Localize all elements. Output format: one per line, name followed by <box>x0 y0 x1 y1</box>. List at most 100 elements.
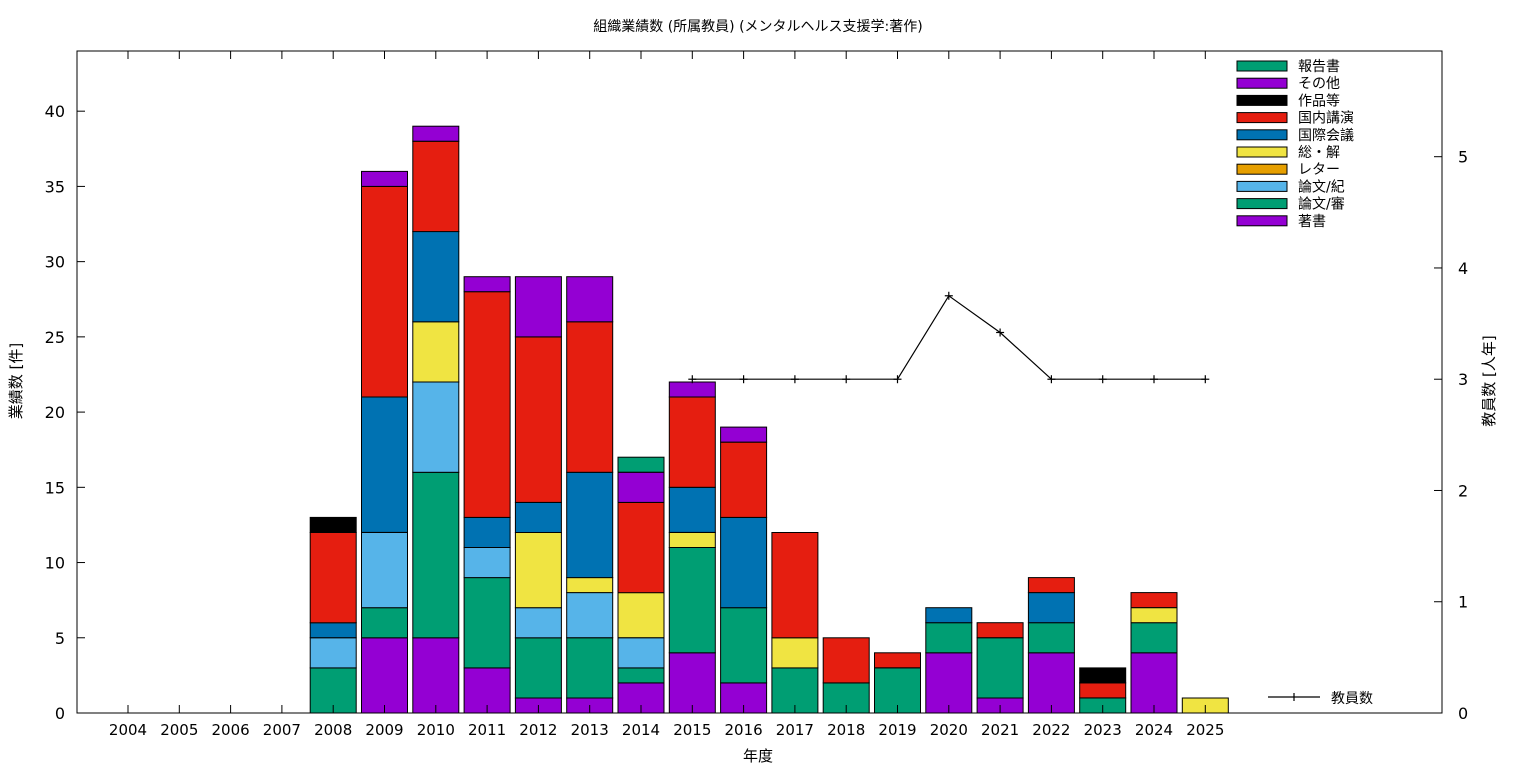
bar-segment <box>412 140 460 233</box>
faculty-point <box>1098 375 1107 384</box>
x-tick-label: 2017 <box>776 721 814 739</box>
legend-item: 論文/審 <box>1236 197 1345 213</box>
legend-label: 報告書 <box>1298 59 1340 75</box>
bar-segment <box>1130 607 1178 624</box>
bar-segment <box>514 607 562 639</box>
legend-swatch <box>1236 146 1288 158</box>
legend-item: その他 <box>1236 76 1340 92</box>
bar-segment <box>514 501 562 533</box>
bar-segment <box>617 637 665 669</box>
faculty-point <box>944 291 953 300</box>
bar-segment <box>822 637 870 684</box>
bar-segment <box>1027 592 1075 624</box>
bar-segment <box>514 532 562 609</box>
bar-segment <box>361 532 408 609</box>
x-tick-label: 2009 <box>365 721 403 739</box>
x-tick-label: 2020 <box>930 721 968 739</box>
legend-swatch <box>1236 94 1288 106</box>
legend-swatch <box>1236 77 1288 89</box>
faculty-point <box>1047 375 1056 384</box>
x-tick-label: 2016 <box>725 721 763 739</box>
legend-swatch <box>1236 215 1288 227</box>
y-tick-label: 0 <box>55 704 65 723</box>
bar-segment <box>1079 682 1127 699</box>
faculty-point <box>739 375 748 384</box>
faculty-line <box>692 294 1206 380</box>
x-tick-label: 2014 <box>622 721 660 739</box>
bar-segment <box>617 456 665 473</box>
bar-segment <box>463 577 511 669</box>
bar-segment <box>1027 622 1075 654</box>
bar-segment <box>1130 592 1178 609</box>
legend-label: 著書 <box>1298 214 1326 230</box>
x-tick-label: 2004 <box>109 721 147 739</box>
legend-item: 論文/紀 <box>1236 179 1345 195</box>
y-tick-label: 40 <box>45 102 65 121</box>
x-tick-label: 2011 <box>468 721 506 739</box>
legend-item: 総・解 <box>1236 145 1340 161</box>
bar-segment <box>566 321 614 473</box>
faculty-line-layer <box>688 291 1210 384</box>
bar-segment <box>463 291 511 518</box>
legend-swatch <box>1236 112 1288 124</box>
bar-segment <box>514 276 562 338</box>
plot-frame <box>76 50 1443 714</box>
y-tick-label: 30 <box>45 253 65 272</box>
x-tick-label: 2025 <box>1186 721 1224 739</box>
x-tick-label: 2024 <box>1135 721 1173 739</box>
faculty-point <box>996 328 1005 337</box>
bar-segment <box>361 170 408 187</box>
bar-segment <box>412 381 460 473</box>
bar-segment <box>309 516 357 533</box>
legend-swatch <box>1236 180 1288 192</box>
bar-segment <box>617 501 665 594</box>
x-tick-label: 2012 <box>519 721 557 739</box>
y2-tick-label: 5 <box>1458 148 1468 167</box>
bar-segment <box>668 547 716 654</box>
bars-layer <box>309 125 1229 714</box>
legend-item: 報告書 <box>1236 59 1340 75</box>
legend-label: 国際会議 <box>1298 127 1354 144</box>
legend-item: レター <box>1236 162 1340 178</box>
bar-segment <box>566 637 614 699</box>
x-tick-label: 2022 <box>1032 721 1070 739</box>
bar-segment <box>412 231 460 323</box>
bar-segment <box>412 471 460 639</box>
legend-item: 国際会議 <box>1236 127 1354 144</box>
legend-swatch <box>1236 60 1288 72</box>
legend-swatch <box>1236 198 1288 210</box>
y-tick-label: 35 <box>45 177 65 196</box>
bar-segment <box>668 532 716 548</box>
legend-item: 国内講演 <box>1236 111 1354 127</box>
y2-tick-label: 0 <box>1458 704 1468 723</box>
bar-segment <box>925 622 973 654</box>
bar-segment <box>1027 577 1075 594</box>
x-tick-label: 2007 <box>263 721 301 739</box>
bar-segment <box>720 441 768 518</box>
faculty-point <box>893 375 902 384</box>
bar-segment <box>771 637 819 669</box>
y2-axis-label: 教員数 [人年] <box>1480 335 1498 426</box>
bar-segment <box>566 276 614 323</box>
faculty-point <box>790 375 799 384</box>
x-tick-label: 2018 <box>827 721 865 739</box>
y-tick-label: 5 <box>55 629 65 648</box>
bar-segment <box>412 637 460 714</box>
bar-segment <box>463 516 511 549</box>
legend-label: 論文/審 <box>1298 197 1345 213</box>
y-tick-label: 15 <box>45 478 65 497</box>
bar-segment <box>874 652 921 669</box>
bar-segment <box>1027 652 1075 714</box>
bar-segment <box>976 622 1024 639</box>
legend-swatch <box>1236 129 1288 141</box>
bar-segment <box>1130 652 1178 714</box>
x-tick-label: 2010 <box>417 721 455 739</box>
legend-label: その他 <box>1298 76 1340 92</box>
bar-segment <box>1130 622 1178 654</box>
x-tick-label: 2021 <box>981 721 1019 739</box>
bar-segment <box>617 667 665 684</box>
y2-tick-label: 2 <box>1458 481 1468 500</box>
bar-segment <box>720 426 768 443</box>
